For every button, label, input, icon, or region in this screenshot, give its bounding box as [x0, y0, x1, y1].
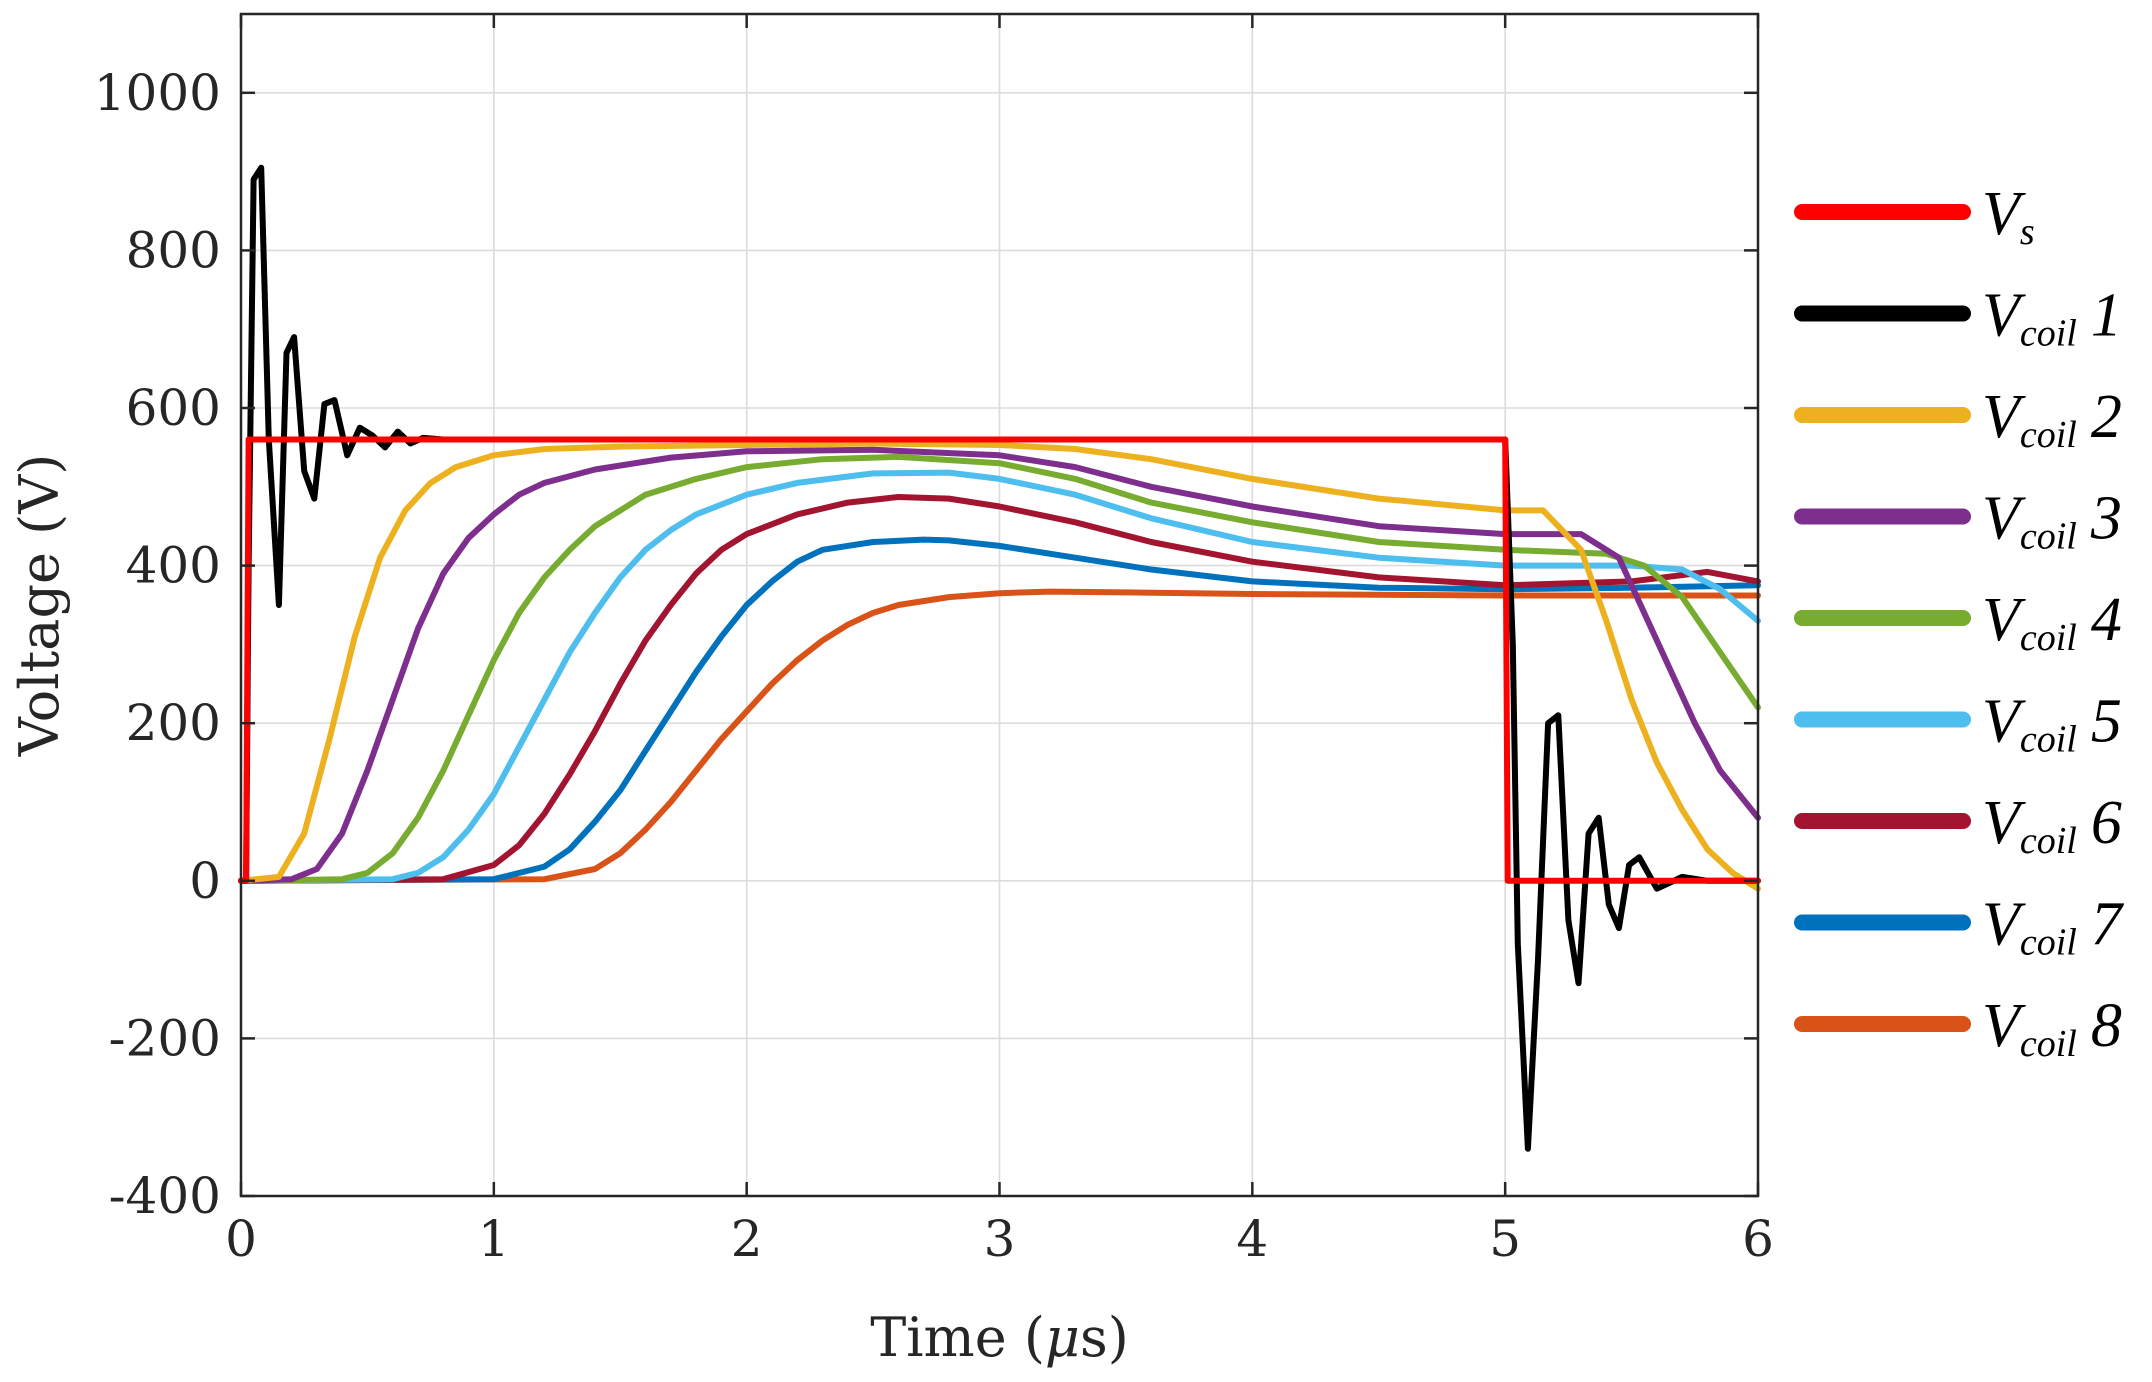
series-line-vcoil-2	[238, 440, 1761, 892]
legend-label: Vcoil 2	[1982, 383, 2122, 456]
x-tick-label: 6	[1742, 1210, 1774, 1268]
legend-label: Vcoil 6	[1982, 789, 2122, 862]
legend-label: Vcoil 5	[1982, 688, 2122, 761]
series-line-vcoil-8	[238, 588, 1761, 884]
y-tick-label: 200	[126, 694, 221, 752]
legend-label-num: 4	[2091, 586, 2122, 654]
x-axis-label: Time (μs)	[870, 1306, 1129, 1369]
series-line-vcoil-3	[238, 446, 1761, 884]
x-tick-label: 4	[1236, 1210, 1268, 1268]
legend-label-sub: coil	[2020, 516, 2077, 558]
series-line-vcoil-6	[238, 494, 1761, 884]
legend-label-num: 6	[2091, 789, 2122, 857]
legend-label-main: V	[1982, 485, 2026, 553]
legend-label-sub: coil	[2020, 414, 2077, 456]
legend-label-sub: coil	[2020, 313, 2077, 355]
y-tick-label: -200	[109, 1009, 221, 1067]
series-line-vcoil-4	[238, 453, 1761, 884]
y-axis-label: Voltage (V)	[8, 454, 71, 758]
legend-label-num: 1	[2091, 282, 2122, 350]
y-tick-label: 0	[189, 852, 221, 910]
x-tick-label: 2	[731, 1210, 763, 1268]
legend-label-sub: coil	[2020, 922, 2077, 964]
ticks: 0 1 2 3 4 5 6 -400 -200 0 200 400 600 800 1000	[94, 14, 1774, 1268]
legend-label-sub: coil	[2020, 820, 2077, 862]
legend-label-sub: s	[2020, 211, 2035, 253]
x-tick-label: 1	[478, 1210, 510, 1268]
legend-label-num: 8	[2091, 992, 2122, 1060]
legend-label-num: 2	[2091, 383, 2122, 451]
y-tick-label: 1000	[94, 64, 221, 122]
legend-label-main: V	[1982, 789, 2026, 857]
legend-label-main: V	[1982, 586, 2026, 654]
legend-label-main: V	[1982, 688, 2026, 756]
legend-label-num: 5	[2091, 688, 2122, 756]
legend-label: Vcoil 3	[1982, 485, 2122, 558]
legend-label-sub: coil	[2020, 719, 2077, 761]
legend-label-main: V	[1982, 383, 2026, 451]
legend-label-main: V	[1982, 282, 2026, 350]
y-tick-label: 400	[126, 537, 221, 595]
y-tick-label: -400	[109, 1167, 221, 1225]
legend-label: Vcoil 7	[1982, 891, 2125, 964]
y-tick-label: 600	[126, 379, 221, 437]
legend-label-sub: coil	[2020, 617, 2077, 659]
legend-label-main: V	[1982, 180, 2026, 248]
legend-label: Vcoil 4	[1982, 586, 2122, 659]
legend-label-num: 3	[2090, 485, 2122, 553]
legend-label-num: 7	[2091, 891, 2125, 959]
legend-label: Vcoil 1	[1982, 282, 2122, 355]
x-tick-label: 5	[1489, 1210, 1521, 1268]
y-tick-label: 800	[126, 221, 221, 279]
x-tick-label: 3	[984, 1210, 1016, 1268]
series-line-vcoil-5	[238, 469, 1761, 884]
x-tick-label: 0	[225, 1210, 257, 1268]
legend-label-sub: coil	[2020, 1023, 2077, 1065]
legend-label: Vcoil 8	[1982, 992, 2122, 1065]
series-line-vcoil-7	[238, 536, 1761, 884]
legend-label: Vs	[1982, 180, 2035, 253]
legend-label-main: V	[1982, 891, 2026, 959]
legend-label-main: V	[1982, 992, 2026, 1060]
